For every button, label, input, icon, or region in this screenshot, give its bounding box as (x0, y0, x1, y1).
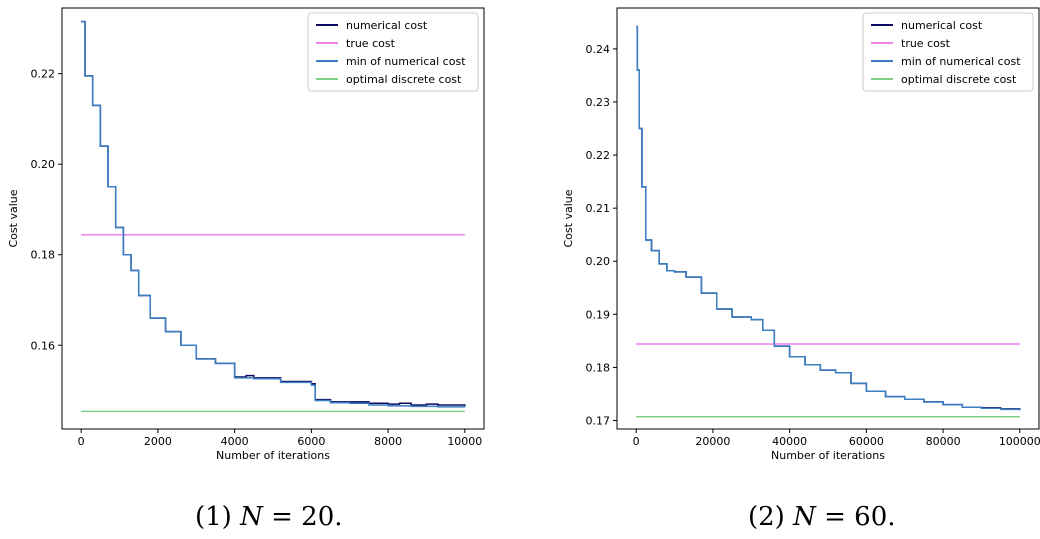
x-tick-label: 100000 (999, 435, 1040, 448)
y-tick-label: 0.23 (586, 96, 611, 109)
x-tick-label: 8000 (374, 435, 402, 448)
x-tick-label: 60000 (849, 435, 884, 448)
legend-box (862, 12, 1034, 92)
y-tick-label: 0.19 (586, 308, 611, 321)
x-tick-label: 4000 (221, 435, 249, 448)
caption-right: (2) N = 60. (748, 502, 896, 532)
legend-entry: true cost (346, 37, 396, 50)
y-tick-label: 0.24 (586, 43, 611, 56)
series-line-min-of-numerical-cost (81, 20, 466, 408)
x-axis-label: Number of iterations (216, 449, 330, 462)
axes-frame (616, 7, 1040, 430)
legend-entry: true cost (901, 37, 951, 50)
x-tick-label: 6000 (297, 435, 325, 448)
y-tick-label: 0.20 (586, 255, 611, 268)
chart-1: 0 2000 4000 6000 8000 10000 0.16 0.18 0.20 0.22 Nu… (7, 7, 485, 462)
y-tick-label: 0.16 (31, 339, 56, 352)
x-tick-label: 0 (78, 435, 85, 448)
legend-box (307, 12, 479, 92)
axes-frame (61, 7, 485, 430)
legend: numerical cost true cost min of numerical … (307, 12, 479, 92)
y-tick-label: 0.21 (586, 202, 611, 215)
legend-entry: numerical cost (901, 19, 983, 32)
y-tick-label: 0.22 (31, 68, 56, 81)
x-tick-label: 20000 (695, 435, 730, 448)
x-tick-label: 2000 (144, 435, 172, 448)
y-tick-label: 0.20 (31, 158, 56, 171)
x-tick-label: 40000 (772, 435, 807, 448)
y-tick-label: 0.17 (586, 415, 611, 428)
legend-entry: min of numerical cost (346, 55, 466, 68)
y-tick-label: 0.22 (586, 149, 611, 162)
series-line-min-of-numerical-cost (636, 25, 1021, 411)
x-tick-label: 10000 (447, 435, 482, 448)
x-axis-label: Number of iterations (771, 449, 885, 462)
legend-entry: numerical cost (346, 19, 428, 32)
y-axis-label: Cost value (562, 189, 575, 247)
legend: numerical cost true cost min of numerical … (862, 12, 1034, 92)
x-tick-label: 0 (633, 435, 640, 448)
y-tick-label: 0.18 (31, 249, 56, 262)
caption-left: (1) N = 20. (195, 502, 343, 532)
legend-entry: min of numerical cost (901, 55, 1021, 68)
y-tick-label: 0.18 (586, 361, 611, 374)
chart-2: 0 20000 40000 60000 80000 100000 0.17 0.18 0.19 0… (562, 7, 1040, 462)
y-axis-label: Cost value (7, 189, 20, 247)
legend-entry: optimal discrete cost (346, 73, 462, 86)
x-tick-label: 80000 (926, 435, 961, 448)
legend-entry: optimal discrete cost (901, 73, 1017, 86)
